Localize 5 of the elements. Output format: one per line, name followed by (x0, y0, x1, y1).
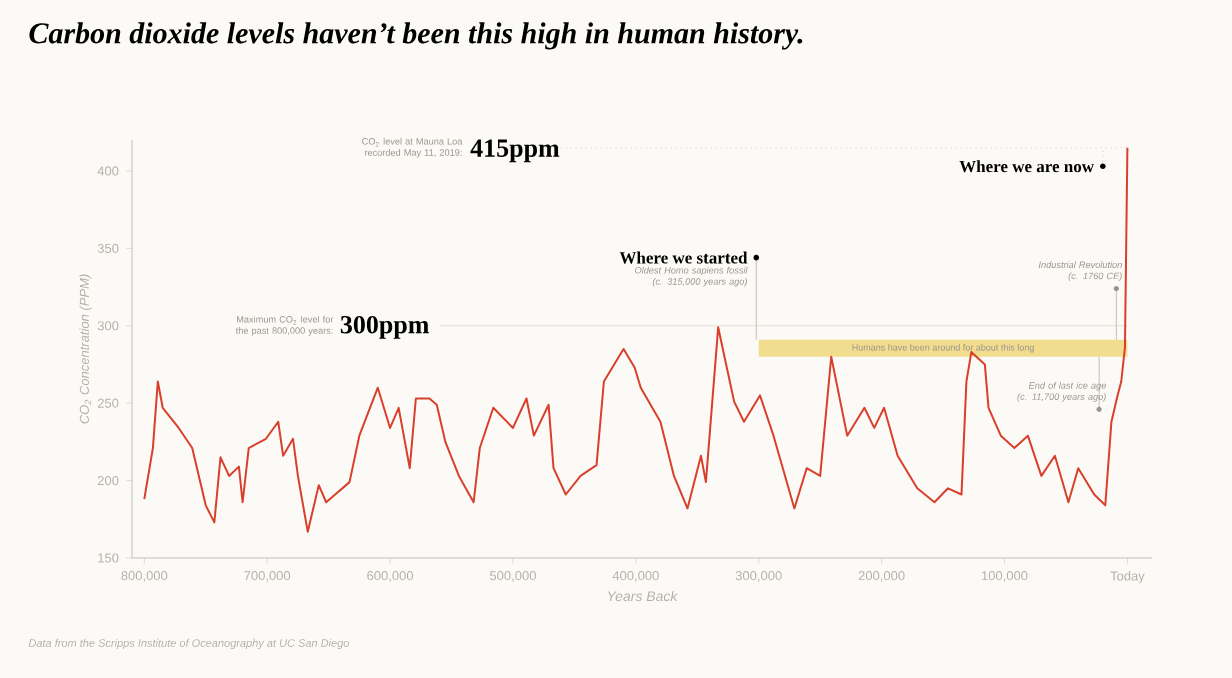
chart-title: Carbon dioxide levels haven’t been this high in human history. (29, 22, 803, 50)
annotation: Where we are now (959, 160, 1094, 173)
annotation: 415ppm (470, 139, 560, 163)
annotation: 300ppm (340, 315, 429, 339)
annotation: Where we started (619, 251, 748, 264)
